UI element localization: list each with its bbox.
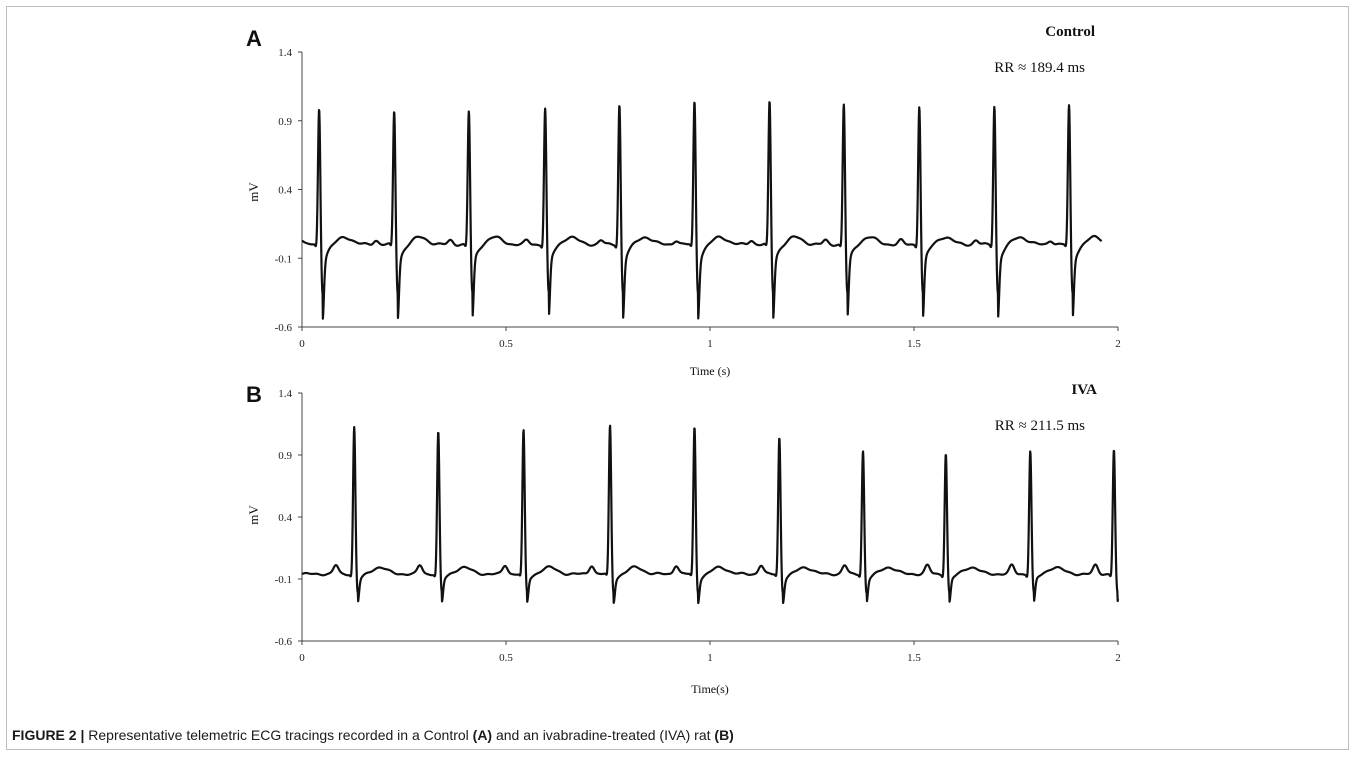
panel-a: A Control RR ≈ 189.4 ms mV Time (s) -0.6… [246, 24, 1121, 378]
r-peak-point [692, 98, 696, 102]
x-tick-label: 0.5 [499, 652, 513, 664]
x-tick-label: 2 [1115, 652, 1121, 664]
y-tick-label: 1.4 [278, 47, 292, 59]
y-tick-label: 1.4 [278, 388, 292, 400]
panel-label: A [246, 26, 262, 51]
y-tick-label: -0.1 [275, 574, 292, 586]
x-tick-label: 1.5 [907, 652, 921, 664]
x-tick-label: 1.5 [907, 338, 921, 350]
y-tick-label: -0.6 [275, 322, 293, 334]
axes [298, 392, 1119, 645]
x-tick-label: 1 [707, 652, 713, 664]
r-peak-point [317, 105, 321, 109]
figure-frame [6, 6, 1349, 750]
panel-label: B [246, 382, 262, 407]
tick-labels: -0.6 -0.1 0.4 0.9 1.4 0 0.5 1 1.5 2 [275, 47, 1121, 350]
axes [298, 51, 1119, 331]
y-axis-label: mV [246, 182, 261, 202]
ecg-trace [301, 424, 1120, 605]
y-tick-label: 0.4 [278, 185, 292, 197]
figure-label: FIGURE 2 | [12, 727, 85, 743]
y-tick-label: -0.1 [275, 253, 292, 265]
x-tick-label: 0.5 [499, 338, 513, 350]
y-axis-label: mV [246, 505, 261, 525]
x-tick-label: 0 [299, 652, 305, 664]
panel-b: B IVA RR ≈ 211.5 ms mV Time(s) -0.6 -0.1 0… [246, 382, 1121, 696]
x-tick-label: 0 [299, 338, 305, 350]
r-peak-point [917, 102, 921, 106]
caption-part: (A) [472, 727, 493, 743]
panel-title: IVA [1071, 382, 1097, 398]
r-peak-point [617, 101, 621, 105]
y-tick-label: 0.9 [278, 116, 292, 128]
r-peak-point [992, 102, 996, 106]
caption-part: and an ivabradine-treated (IVA) rat [492, 727, 715, 743]
rr-annotation: RR ≈ 189.4 ms [994, 60, 1085, 76]
y-tick-label: -0.6 [275, 636, 293, 648]
r-peak-point [944, 451, 948, 455]
tick-labels: -0.6 -0.1 0.4 0.9 1.4 0 0.5 1 1.5 2 [275, 388, 1121, 664]
caption-part: (B) [714, 727, 734, 743]
x-tick-label: 1 [707, 338, 713, 350]
y-tick-label: 0.9 [278, 450, 292, 462]
x-axis-label: Time (s) [690, 364, 731, 378]
rr-annotation: RR ≈ 211.5 ms [995, 418, 1085, 434]
ecg-trace [301, 101, 1103, 320]
panel-title: Control [1045, 24, 1095, 40]
y-tick-label: 0.4 [278, 512, 292, 524]
r-peak-point [392, 108, 396, 112]
x-axis-label: Time(s) [691, 682, 729, 696]
figure-caption: FIGURE 2 | Representative telemetric ECG… [12, 727, 734, 743]
caption-part: Representative telemetric ECG tracings r… [84, 727, 473, 743]
x-tick-label: 2 [1115, 338, 1121, 350]
